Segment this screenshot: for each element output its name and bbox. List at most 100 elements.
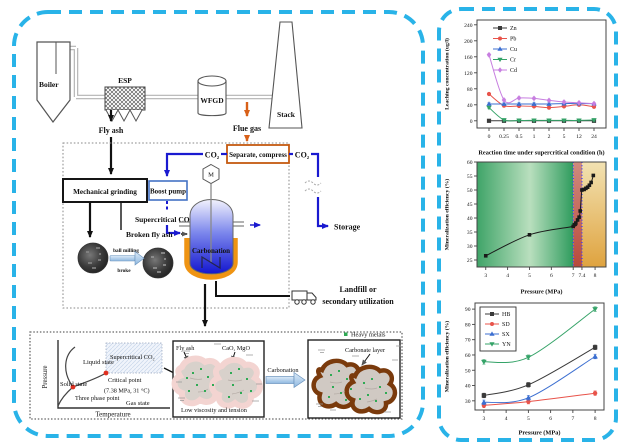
ash-particle-2	[209, 356, 263, 409]
svg-text:7.4: 7.4	[578, 273, 585, 279]
motor-label: M	[208, 172, 214, 179]
power-plant-flow: Boiler ESP WFGD Stack	[36, 21, 303, 129]
svg-text:Cr: Cr	[510, 58, 516, 64]
svg-text:25: 25	[467, 258, 473, 264]
sem-image-broken-ash	[142, 247, 174, 279]
broke-label: broke	[117, 268, 131, 274]
fly-ash-label: Fly ash	[99, 126, 124, 135]
svg-text:240: 240	[464, 23, 473, 29]
melting-curve	[65, 346, 76, 388]
svg-text:40: 40	[465, 384, 471, 390]
svg-text:3: 3	[484, 273, 487, 279]
boost-pump-box	[148, 180, 188, 201]
series-mineralization-efficiency	[483, 173, 596, 258]
boiler-shape	[36, 41, 71, 124]
svg-text:4: 4	[506, 273, 509, 279]
svg-text:2: 2	[548, 134, 551, 140]
solid-state-label: Solid state	[60, 381, 87, 388]
plot-frame	[474, 302, 605, 411]
critical-point-value: (7.38 MPa, 31 °C)	[104, 388, 150, 395]
svg-text:40: 40	[467, 216, 473, 222]
svg-text:8: 8	[594, 416, 597, 422]
plot-frame	[476, 161, 607, 268]
svg-text:5: 5	[528, 273, 531, 279]
co2-phase-diagram: Pressure Temperature Supercritical CO₂ L…	[42, 340, 170, 419]
chart-legend: Zn Pb Cu Cr Cd	[493, 26, 517, 74]
flue-duct	[58, 45, 285, 100]
agitator-blades	[201, 255, 221, 270]
svg-text:3: 3	[482, 416, 485, 422]
svg-text:5: 5	[563, 134, 566, 140]
wfgd-top	[197, 75, 227, 87]
left-panel-border	[12, 10, 425, 438]
mechanical-grinding-box	[62, 178, 148, 203]
storage-label: Storage	[334, 223, 361, 232]
chart-zone	[581, 162, 606, 267]
svg-text:50: 50	[467, 188, 473, 194]
x-axis-title: Pressure (MPa)	[519, 430, 561, 437]
esp-hatch	[105, 87, 145, 110]
x-axis-title: Reaction time under supercritical condit…	[478, 150, 604, 157]
y-axis-title: Leaching concentration (ug/l)	[444, 38, 451, 110]
svg-text:60: 60	[467, 160, 473, 166]
heavy-metal-dots-after	[328, 370, 387, 402]
svg-text:55: 55	[467, 174, 473, 180]
dash-marks-2	[316, 345, 401, 413]
critical-point-label: Critical point	[108, 377, 142, 384]
supercritical-region	[105, 342, 163, 374]
chart-mineralization-provinces: 30 40 50 60 70 80 90 3 4 5 6 7 8 Pressure (MPa) Minera…	[444, 302, 605, 437]
carbonated-particle-2	[344, 364, 398, 415]
micro-after-box: Heavy metals Carbonate layer	[307, 332, 401, 419]
stack-shape	[268, 21, 303, 129]
right-panel-border	[437, 7, 618, 442]
micro-carbonation-label: Carbonation	[267, 367, 299, 374]
line-break-squiggle-2	[304, 188, 322, 194]
series-yn	[481, 306, 598, 365]
process-boundary-box	[62, 142, 290, 309]
vaporization-curve	[72, 372, 107, 388]
phase-x-label: Temperature	[95, 411, 130, 419]
svg-text:45: 45	[467, 202, 473, 208]
svg-text:Pb: Pb	[510, 37, 516, 43]
sem-texture-1	[86, 247, 101, 269]
vessel-heating-jacket	[184, 238, 238, 280]
mechanism-box	[29, 331, 403, 420]
svg-text:12: 12	[576, 134, 582, 140]
axes: 30 40 50 60 70 80 90 3 4 5 6 7 8	[465, 307, 597, 422]
series-cr	[486, 105, 597, 124]
svg-text:60: 60	[465, 353, 471, 359]
svg-text:0: 0	[470, 119, 473, 125]
mechanical-grinding-label: Mechanical grinding	[73, 188, 137, 196]
svg-text:70: 70	[465, 338, 471, 344]
ball-milling-arrow	[109, 250, 145, 266]
sublimation-curve	[57, 386, 74, 407]
sem-image-raw-ash	[77, 242, 109, 274]
svg-text:7: 7	[572, 273, 575, 279]
co2-to-boost-pump-line	[164, 152, 203, 177]
micro-fly-ash-label: Fly ash	[176, 345, 195, 352]
ash-streaks-1	[189, 377, 245, 395]
landfill-label-line2: secondary utilization	[322, 297, 394, 306]
svg-text:HB: HB	[502, 312, 510, 318]
x-axis-title: Pressure (MPa)	[521, 289, 563, 296]
svg-text:1: 1	[533, 134, 536, 140]
micro-before-box: Fly ash CaO, MgO Low viscosity and tensi…	[171, 340, 265, 418]
heavy-metals-legend-label: Heavy metals	[351, 332, 386, 339]
svg-text:0.5: 0.5	[516, 134, 523, 140]
svg-text:24: 24	[591, 134, 597, 140]
svg-text:Zn: Zn	[510, 26, 517, 32]
svg-text:160: 160	[464, 55, 473, 61]
svg-text:40: 40	[467, 103, 473, 109]
three-phase-point-label: Three phase point	[75, 395, 120, 402]
series-cd	[486, 51, 597, 107]
co2-left-label: CO₂	[205, 151, 220, 160]
co2-right-label: CO₂	[295, 151, 310, 160]
carbonation-block-arrow	[265, 371, 306, 389]
carbonation-vessel-label: Carbonation	[192, 247, 230, 255]
carbonate-layer-pointer-arrow	[361, 353, 371, 366]
truck-icon	[291, 290, 317, 305]
carbonation-vessel: M Carbonation	[179, 163, 244, 280]
